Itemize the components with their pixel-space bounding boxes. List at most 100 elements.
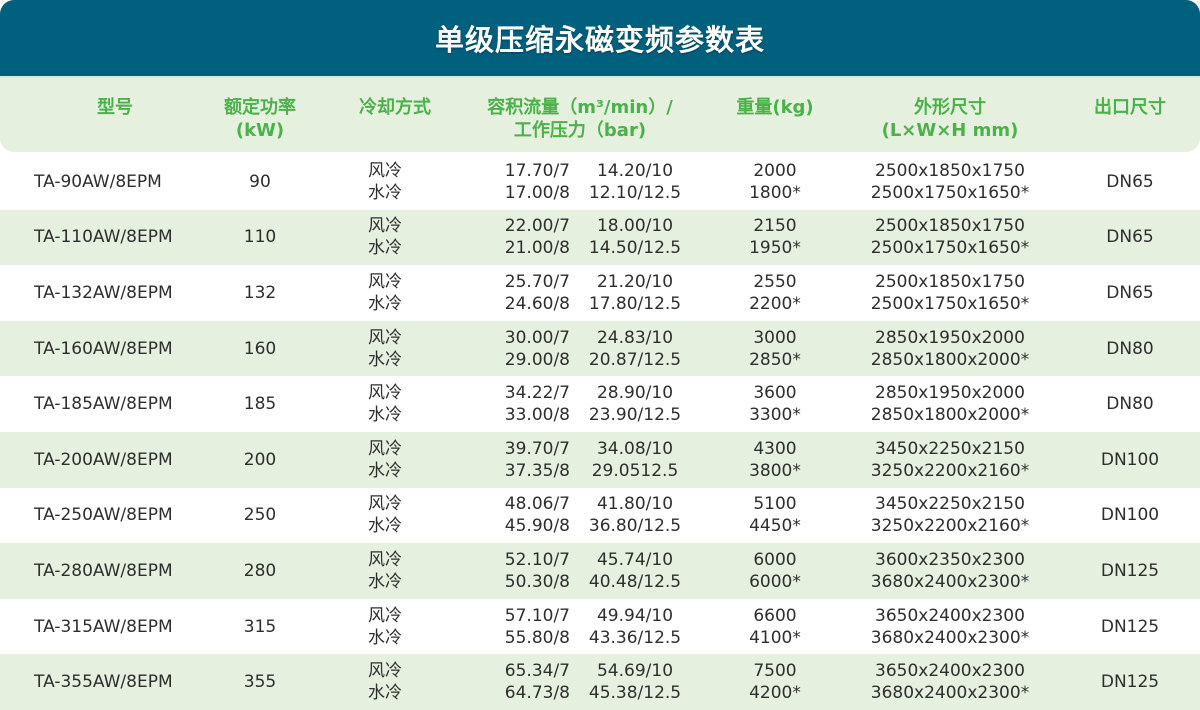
weight-value: 1950*	[749, 238, 801, 259]
power-cell: 160	[210, 321, 310, 377]
weight-value: 2000	[753, 160, 797, 181]
flow-value: 55.80/8	[504, 627, 570, 648]
flow-cell-high: 18.00/10 14.50/12.5	[580, 210, 690, 266]
cooling-air-label: 风冷	[368, 327, 402, 348]
dimensions-value: 2500x1750x1650*	[870, 293, 1030, 314]
header-label: 容积流量（m³/min）/	[487, 97, 673, 118]
power-value: 250	[243, 505, 277, 526]
flow-cell-low: 30.00/7 29.00/8	[470, 321, 570, 377]
weight-value: 5100	[753, 494, 797, 515]
model-cell: TA-315AW/8EPM	[34, 599, 173, 655]
outlet-value: DN65	[1106, 282, 1154, 303]
header-unit: (L×W×H mm)	[881, 120, 1019, 141]
cooling-water-label: 水冷	[368, 182, 402, 203]
flow-value: 52.10/7	[504, 549, 570, 570]
model-value: TA-185AW/8EPM	[34, 394, 173, 415]
flow-cell-high: 14.20/10 12.10/12.5	[580, 154, 690, 210]
flow-value: 39.70/7	[504, 438, 570, 459]
cooling-water-label: 水冷	[368, 571, 402, 592]
power-cell: 132	[210, 265, 310, 321]
cooling-cell: 风冷 水冷	[368, 376, 418, 432]
flow-value: 50.30/8	[504, 571, 570, 592]
dimensions-cell: 2500x1850x1750 2500x1750x1650*	[850, 265, 1050, 321]
table-row: TA-355AW/8EPM 355 风冷 水冷 65.34/7 64.73/8 …	[0, 654, 1200, 710]
model-cell: TA-355AW/8EPM	[34, 654, 173, 710]
cooling-air-label: 风冷	[368, 271, 402, 292]
weight-value: 1800*	[749, 182, 801, 203]
power-value: 355	[243, 672, 277, 693]
dimensions-value: 3450x2250x2150	[875, 438, 1025, 459]
flow-value: 54.69/10	[596, 661, 674, 682]
model-value: TA-200AW/8EPM	[34, 449, 173, 470]
column-header-cooling: 冷却方式	[345, 96, 445, 119]
column-header-row: 型号 额定功率 (kW) 冷却方式 容积流量（m³/min）/ 工作压力（bar…	[0, 78, 1200, 152]
model-cell: TA-200AW/8EPM	[34, 432, 173, 488]
flow-cell-high: 45.74/10 40.48/12.5	[580, 543, 690, 599]
flow-value: 40.48/12.5	[588, 571, 682, 592]
weight-cell: 2150 1950*	[720, 210, 830, 266]
header-label: 型号	[97, 97, 133, 118]
flow-value: 21.00/8	[504, 238, 570, 259]
flow-cell-low: 39.70/7 37.35/8	[470, 432, 570, 488]
model-cell: TA-110AW/8EPM	[34, 210, 173, 266]
power-value: 160	[243, 338, 277, 359]
flow-value: 48.06/7	[504, 494, 570, 515]
weight-value: 2850*	[749, 349, 801, 370]
dimensions-value: 3450x2250x2150	[875, 494, 1025, 515]
dimensions-cell: 3450x2250x2150 3250x2200x2160*	[850, 432, 1050, 488]
outlet-cell: DN125	[1085, 654, 1175, 710]
outlet-cell: DN125	[1085, 599, 1175, 655]
flow-cell-high: 21.20/10 17.80/12.5	[580, 265, 690, 321]
flow-cell-high: 49.94/10 43.36/12.5	[580, 599, 690, 655]
model-cell: TA-132AW/8EPM	[34, 265, 173, 321]
flow-cell-high: 54.69/10 45.38/12.5	[580, 654, 690, 710]
model-cell: TA-250AW/8EPM	[34, 488, 173, 544]
dimensions-value: 2500x1850x1750	[875, 216, 1025, 237]
dimensions-value: 2850x1950x2000	[875, 383, 1025, 404]
outlet-cell: DN65	[1085, 265, 1175, 321]
weight-value: 2150	[753, 216, 797, 237]
dimensions-value: 2500x1750x1650*	[870, 238, 1030, 259]
cooling-air-label: 风冷	[368, 160, 402, 181]
flow-value: 30.00/7	[504, 327, 570, 348]
model-cell: TA-185AW/8EPM	[34, 376, 173, 432]
table-row: TA-90AW/8EPM 90 风冷 水冷 17.70/7 17.00/8 14…	[0, 154, 1200, 210]
flow-cell-high: 41.80/10 36.80/12.5	[580, 488, 690, 544]
dimensions-cell: 3450x2250x2150 3250x2200x2160*	[850, 488, 1050, 544]
flow-value: 25.70/7	[504, 271, 570, 292]
column-header-outlet: 出口尺寸	[1085, 96, 1175, 119]
power-cell: 250	[210, 488, 310, 544]
power-value: 200	[243, 449, 277, 470]
flow-value: 34.22/7	[504, 383, 570, 404]
outlet-value: DN65	[1106, 227, 1154, 248]
model-cell: TA-280AW/8EPM	[34, 543, 173, 599]
flow-cell-low: 65.34/7 64.73/8	[470, 654, 570, 710]
cooling-air-label: 风冷	[368, 605, 402, 626]
outlet-cell: DN65	[1085, 210, 1175, 266]
flow-value: 49.94/10	[596, 605, 674, 626]
flow-value: 28.90/10	[596, 383, 674, 404]
power-value: 185	[243, 394, 277, 415]
flow-value: 45.90/8	[504, 516, 570, 537]
column-header-model: 型号	[85, 96, 145, 119]
flow-value: 14.20/10	[596, 160, 674, 181]
dimensions-cell: 2850x1950x2000 2850x1800x2000*	[850, 376, 1050, 432]
flow-value: 14.50/12.5	[588, 238, 682, 259]
divider	[0, 76, 1200, 78]
flow-value: 33.00/8	[504, 405, 570, 426]
flow-value: 29.0512.5	[591, 460, 679, 481]
dimensions-value: 2850x1800x2000*	[870, 349, 1030, 370]
dimensions-cell: 2500x1850x1750 2500x1750x1650*	[850, 210, 1050, 266]
table-row: TA-280AW/8EPM 280 风冷 水冷 52.10/7 50.30/8 …	[0, 543, 1200, 599]
dimensions-value: 3680x2400x2300*	[870, 683, 1030, 704]
flow-value: 65.34/7	[504, 661, 570, 682]
weight-value: 7500	[753, 661, 797, 682]
weight-value: 6600	[753, 605, 797, 626]
power-value: 280	[243, 560, 277, 581]
weight-value: 4200*	[749, 683, 801, 704]
weight-value: 3000	[753, 327, 797, 348]
cooling-cell: 风冷 水冷	[368, 265, 418, 321]
flow-cell-high: 24.83/10 20.87/12.5	[580, 321, 690, 377]
flow-cell-high: 34.08/10 29.0512.5	[580, 432, 690, 488]
outlet-cell: DN80	[1085, 376, 1175, 432]
